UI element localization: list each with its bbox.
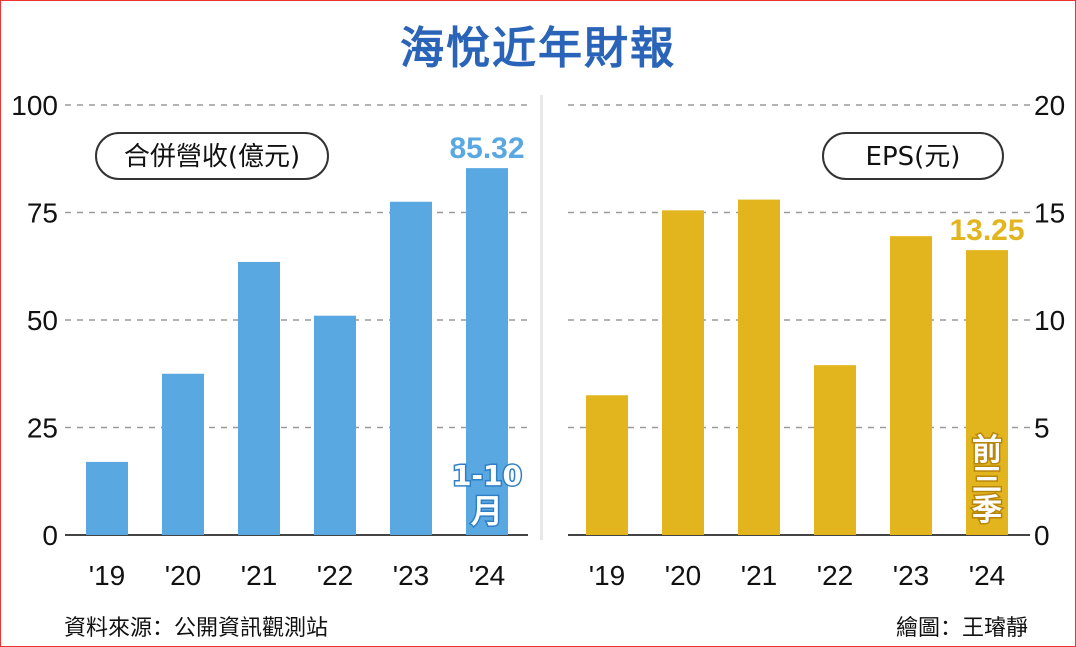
panel1-bar — [86, 461, 128, 535]
panel2-x-tick-label: '20 — [665, 560, 702, 591]
panel1-period-note: 1-10 — [452, 459, 522, 492]
panel2-bar — [966, 250, 1008, 535]
panel1-period-note: 月 — [471, 492, 503, 530]
panel2-highlight-value: 13.25 — [949, 214, 1024, 247]
panel1-y-tick-label: 75 — [27, 198, 58, 229]
panel1-bar — [162, 373, 204, 535]
panel1-caption: 合併營收(億元) — [124, 142, 300, 172]
panel2-x-tick-label: '21 — [741, 560, 778, 591]
panel2-caption-pill — [822, 132, 1004, 180]
credit-note: 繪圖：王璿靜 — [895, 616, 1028, 641]
panel1-x-tick-label: '24 — [469, 560, 506, 591]
panel1-x-tick-label: '20 — [165, 560, 202, 591]
panel1-y-tick-label: 25 — [27, 413, 58, 444]
panel2-y-tick-label: 15 — [1034, 198, 1065, 229]
panel2-y-tick-label: 20 — [1034, 90, 1065, 121]
panel2-bar — [586, 395, 628, 535]
panel1-y-tick-label: 100 — [11, 90, 58, 121]
panel2-bar — [662, 210, 704, 535]
panel1-x-tick-label: '19 — [89, 560, 126, 591]
panel2-bar — [738, 199, 780, 535]
panel1-bar — [390, 201, 432, 535]
panel2-caption: EPS(元) — [866, 142, 961, 172]
panel1-y-tick-label: 50 — [27, 305, 58, 336]
panel1-highlight-value: 85.32 — [449, 132, 524, 165]
panel1-caption-pill — [95, 132, 329, 180]
panel2-x-tick-label: '23 — [893, 560, 930, 591]
panel2-x-tick-label: '19 — [589, 560, 626, 591]
panel1-x-tick-label: '22 — [317, 560, 354, 591]
panel2-y-tick-label: 5 — [1034, 413, 1050, 444]
panel2-x-tick-label: '22 — [817, 560, 854, 591]
panel1-y-tick-label: 0 — [42, 520, 58, 551]
source-note: 資料來源：公開資訊觀測站 — [64, 616, 329, 641]
panel2-x-tick-label: '24 — [969, 560, 1006, 591]
panel1-bar — [314, 315, 356, 535]
panel1-x-tick-label: '21 — [241, 560, 278, 591]
panel1-bar — [238, 261, 280, 535]
panel2-y-tick-label: 0 — [1034, 520, 1050, 551]
panel-divider — [540, 95, 543, 540]
panel1-bar — [466, 168, 508, 535]
panel2-period-note: 前 — [972, 433, 1002, 468]
panel2-y-tick-label: 10 — [1034, 305, 1065, 336]
panel2-bar — [814, 365, 856, 535]
chart-title: 海悅近年財報 — [400, 23, 676, 74]
panel2-period-note: 三 — [972, 463, 1002, 498]
panel2-period-note: 季 — [972, 493, 1002, 528]
panel1-x-tick-label: '23 — [393, 560, 430, 591]
panel2-bar — [890, 236, 932, 535]
